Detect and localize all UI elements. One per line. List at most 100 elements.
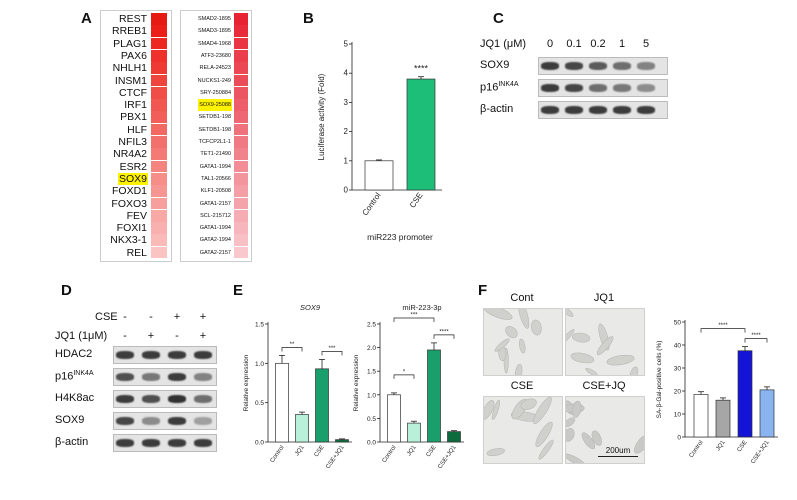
panel-f-chart: 0 10 20 30 40 50 SA-β-Gal-positive cells (%) Co… (656, 320, 778, 465)
left-heat-cell (151, 123, 167, 136)
panel-a-right-heatmap: SMAD2-1895 SMAD3-1895 SMAD4-1968 ATF3-23680… (180, 10, 252, 262)
left-gene-label: NFIL3 (118, 136, 147, 148)
blot-band (541, 84, 559, 92)
right-heat-cell (234, 86, 248, 99)
category-label: JQ1 (294, 444, 306, 457)
blot-band (142, 417, 160, 425)
y-axis-label: SA-β-Gal-positive cells (%) (656, 341, 663, 419)
panel-f-micrographs: Cont JQ1 CSE CSE+JQ 200um (483, 292, 645, 472)
panel-label-e: E (233, 282, 244, 299)
treatment-sign: + (199, 330, 207, 342)
blot-band (565, 106, 583, 114)
treatment-sign: - (149, 311, 153, 323)
significance-bracket (433, 334, 455, 339)
right-gene-label: TCFCP2L1-1 (198, 139, 231, 145)
right-gene-label: GATA2-1994 (199, 237, 231, 244)
right-heat-cell (234, 160, 248, 173)
y-tick-label: 1.0 (255, 361, 264, 368)
jq1-label: JQ1 (1μM) (55, 330, 108, 342)
cell-shape (520, 398, 537, 410)
panel-label-c: C (493, 10, 504, 27)
significance-label: **** (414, 64, 429, 74)
blot-band (116, 351, 134, 359)
cell-shape (505, 326, 518, 339)
y-tick-label: 0.0 (367, 440, 376, 447)
left-heat-cell (151, 246, 167, 259)
cell-shape (606, 354, 635, 366)
chart-title: SOX9 (300, 303, 321, 312)
cell-shape (596, 336, 614, 356)
right-gene-label: TET1-21490 (200, 151, 231, 158)
y-tick-label: 0.5 (367, 416, 376, 423)
y-tick-label: 3 (344, 98, 349, 107)
blot-band (613, 62, 631, 70)
cell-shape (570, 352, 595, 364)
category-label: Control (360, 191, 382, 217)
blot-row-label: H4K8ac (55, 392, 95, 404)
right-gene-label: SMAD3-1895 (197, 28, 231, 35)
cell-texture (566, 400, 644, 463)
left-heat-cell (151, 185, 167, 197)
blot-band (589, 62, 607, 70)
y-tick-label: 1.0 (367, 392, 376, 399)
y-axis-label: Relative expression (243, 354, 250, 411)
y-tick-label: 10 (674, 412, 682, 419)
category-label: CSE (408, 191, 425, 210)
y-tick-label: 30 (674, 366, 682, 373)
blot-row-label: β-actin (55, 436, 89, 448)
blot-band (194, 395, 212, 403)
cell-shape (535, 421, 553, 447)
left-heat-cell (151, 148, 167, 161)
left-heat-cell (151, 86, 167, 99)
left-heat-cell (151, 209, 167, 222)
category-label: CSE (314, 445, 326, 459)
micrograph-label: CSE (510, 380, 534, 392)
left-gene-label: SOX9 (117, 172, 148, 186)
micrograph-image (483, 308, 563, 376)
right-heat-cell (234, 234, 248, 247)
category-label: CSE+JQ1 (437, 444, 458, 470)
blot-band (168, 395, 186, 403)
left-gene-label: FOXI1 (116, 222, 147, 235)
cell-shape (566, 309, 574, 317)
right-heat-cell (234, 99, 248, 111)
blot-row-label: SOX9 (480, 59, 510, 71)
right-heat-cell (234, 172, 248, 185)
blot-row-label: SOX9 (55, 414, 85, 426)
blot-band (541, 62, 559, 70)
dose-label: 0.1 (566, 38, 582, 50)
right-heat-cell (234, 148, 248, 161)
left-gene-label: IRF1 (124, 99, 147, 112)
cell-shape (572, 400, 582, 418)
blot-band (637, 84, 655, 92)
category-label: JQ1 (406, 444, 418, 457)
dose-labels: 0 0.1 0.2 1 5 (538, 38, 668, 52)
y-tick-label: 20 (674, 389, 682, 396)
cell-shape (591, 430, 602, 446)
right-gene-label: KLF1-20508 (200, 188, 231, 195)
blot-band (589, 106, 607, 114)
blot-row-label-superscript: INK4A (73, 370, 94, 377)
significance-label: **** (751, 333, 761, 339)
bar (715, 399, 731, 438)
cell-shape (566, 453, 586, 463)
treatment-sign: - (123, 330, 127, 342)
cell-shape (494, 338, 510, 352)
left-heat-cell (151, 49, 167, 62)
left-gene-label: NHLH1 (112, 62, 147, 75)
right-gene-label: GATA2-2157 (199, 249, 231, 256)
panel-d-western-blot: CSE JQ1 (1μM) - - + + - + - + HDAC2 p16INK4A H4K… (55, 308, 225, 458)
bar (275, 362, 289, 443)
bar (407, 422, 421, 443)
blot-band (565, 62, 583, 70)
significance-label: *** (328, 346, 336, 352)
blot-row-label: β-actin (480, 103, 514, 115)
right-gene-label: TAL1-20566 (201, 175, 231, 182)
left-gene-label: HLF (127, 123, 147, 136)
blot-band (142, 395, 160, 403)
cell-shape (484, 400, 495, 421)
bar (447, 431, 461, 443)
blot-band (637, 106, 655, 114)
blot-row-label: p16INK4A (55, 370, 94, 383)
significance-bracket (321, 351, 343, 356)
